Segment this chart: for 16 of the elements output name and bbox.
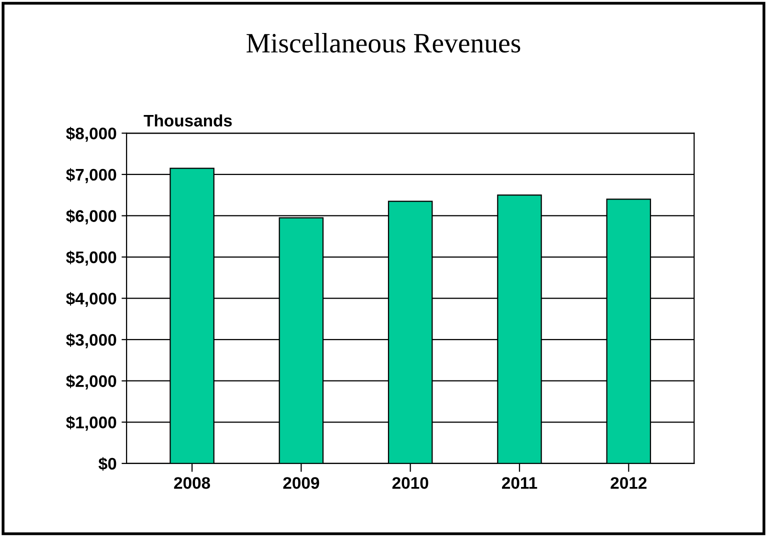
y-tick-label: $7,000: [66, 168, 116, 184]
y-tick-label: $4,000: [66, 292, 116, 307]
y-tick-label: $2,000: [66, 374, 116, 390]
x-tick-label: 2012: [610, 477, 647, 489]
chart-title: Miscellaneous Revenues: [246, 33, 520, 53]
y-tick-label: $1,000: [66, 416, 116, 431]
y-tick-label: $8,000: [66, 126, 116, 142]
y-axis-title: Thousands: [144, 114, 232, 127]
y-tick-label: $5,000: [66, 250, 116, 266]
y-tick-label: $0: [98, 457, 116, 471]
x-tick-label: 2008: [174, 477, 210, 489]
y-tick-label: $3,000: [66, 333, 116, 348]
x-tick-label: 2010: [392, 477, 428, 489]
x-tick-label: 2009: [283, 477, 320, 489]
x-tick-label: 2011: [502, 477, 538, 489]
y-tick-label: $6,000: [66, 209, 116, 224]
